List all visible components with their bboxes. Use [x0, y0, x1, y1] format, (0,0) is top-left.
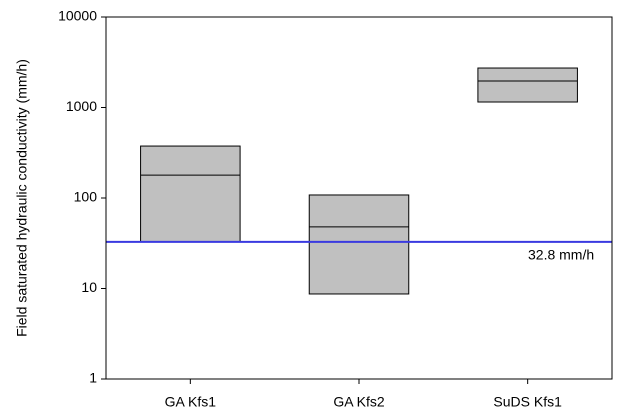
y-tick-label: 1000 — [66, 98, 97, 114]
y-tick-label: 10000 — [58, 8, 97, 24]
plot-frame — [105, 16, 613, 380]
x-tick-label: GA Kfs2 — [333, 394, 385, 410]
box — [140, 145, 241, 243]
y-tick-label: 100 — [74, 189, 98, 205]
y-tick-label: 10 — [81, 279, 97, 295]
box — [477, 67, 578, 103]
x-tick-label: SuDS Kfs1 — [493, 394, 562, 410]
x-tick-label: GA Kfs1 — [165, 394, 217, 410]
y-axis-label: Field saturated hydraulic conductivity (… — [14, 59, 30, 337]
reference-label: 32.8 mm/h — [528, 247, 594, 263]
box — [308, 194, 410, 295]
y-tick-label: 1 — [89, 370, 97, 386]
